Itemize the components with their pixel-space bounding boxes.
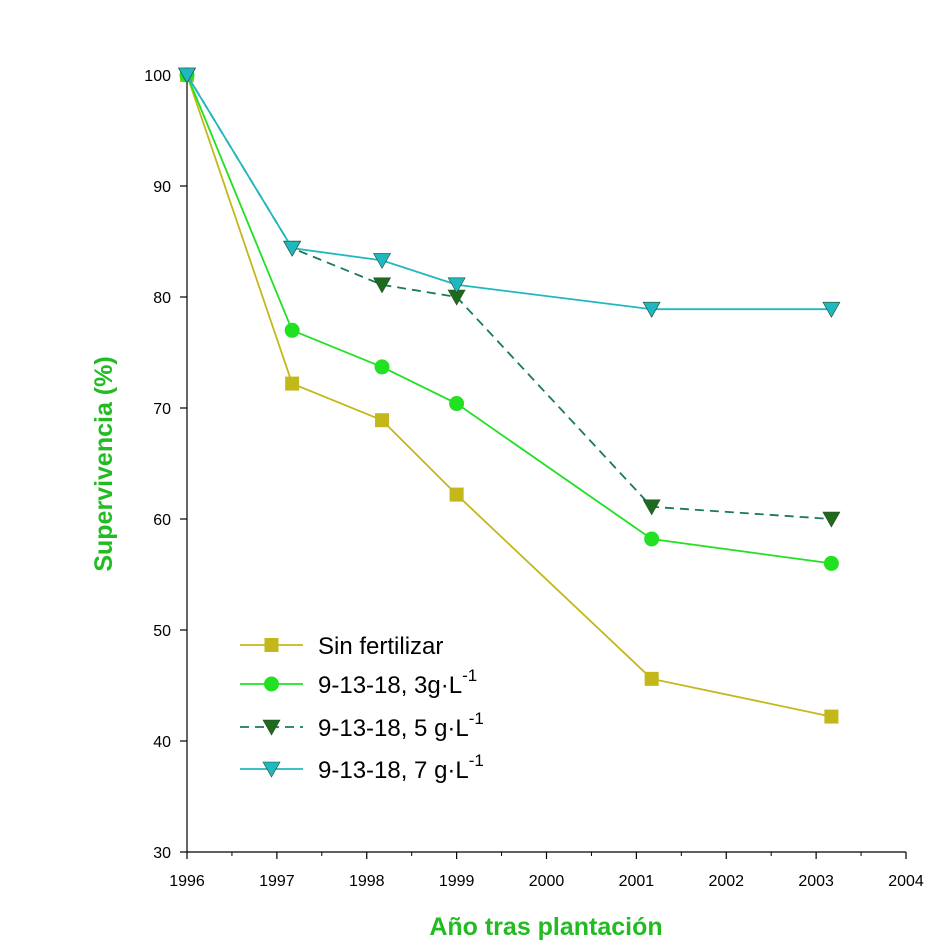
y-tick-label: 40 <box>153 734 171 751</box>
legend-label: 9-13-18, 5 g·L-1 <box>318 709 484 742</box>
data-point <box>447 277 466 294</box>
data-point <box>449 487 464 502</box>
data-point <box>822 301 841 318</box>
y-tick-label: 50 <box>153 623 171 640</box>
x-tick-label: 1997 <box>259 873 295 890</box>
legend-marker <box>264 638 279 652</box>
series-line <box>186 74 832 520</box>
data-point <box>824 709 839 724</box>
data-point <box>449 396 465 412</box>
data-point <box>644 531 660 547</box>
data-point <box>823 555 839 571</box>
data-point <box>642 301 661 318</box>
axes: 1996 1997 1998 1999 2000 2001 2002 2003 2004 30 4… <box>144 68 924 890</box>
x-tick-label: 1996 <box>169 873 205 890</box>
data-point <box>284 322 300 338</box>
legend-item: 9-13-18, 7 g·L-1 <box>240 751 484 784</box>
data-point <box>374 359 390 375</box>
data-point <box>285 376 300 391</box>
x-tick-label: 2002 <box>708 873 744 890</box>
x-tick-label: 1998 <box>349 873 385 890</box>
data-point <box>375 413 390 428</box>
legend: Sin fertilizar 9-13-18, 3g·L-1 9-13-18, 5 … <box>240 633 484 784</box>
data-point <box>644 671 659 686</box>
legend-label: 9-13-18, 3g·L-1 <box>318 666 477 699</box>
x-ticks: 1996 1997 1998 1999 2000 2001 2002 2003 2004 <box>169 852 924 890</box>
legend-marker <box>262 761 281 778</box>
x-tick-label: 2004 <box>888 873 924 890</box>
legend-label: 9-13-18, 7 g·L-1 <box>318 751 484 784</box>
series-line <box>186 74 832 718</box>
series-line <box>186 74 832 565</box>
series-2 <box>179 67 839 571</box>
legend-marker <box>262 719 281 736</box>
legend-label: Sin fertilizar <box>318 633 443 660</box>
series-4 <box>177 67 841 318</box>
y-tick-label: 60 <box>153 512 171 529</box>
y-axis-title: Supervivencia (%) <box>90 356 118 571</box>
y-tick-label: 90 <box>153 179 171 196</box>
series-layer <box>177 67 841 724</box>
series-line <box>186 74 832 311</box>
legend-marker <box>264 676 279 692</box>
legend-item: Sin fertilizar <box>240 633 443 660</box>
y-ticks: 30 40 50 60 70 80 90 100 <box>144 68 187 862</box>
x-tick-label: 2003 <box>798 873 834 890</box>
data-point <box>642 499 661 516</box>
data-point <box>373 253 392 269</box>
x-tick-label: 1999 <box>439 873 475 890</box>
x-tick-label: 2001 <box>619 873 655 890</box>
legend-item: 9-13-18, 5 g·L-1 <box>240 709 484 742</box>
data-point <box>373 277 392 294</box>
y-tick-label: 70 <box>153 401 171 418</box>
y-tick-label: 30 <box>153 845 171 862</box>
series-1 <box>180 68 839 724</box>
data-point <box>822 511 841 528</box>
legend-item: 9-13-18, 3g·L-1 <box>240 666 477 699</box>
x-tick-label: 2000 <box>529 873 565 890</box>
data-point <box>177 67 197 84</box>
data-point <box>283 240 302 257</box>
y-tick-label: 80 <box>153 290 171 307</box>
x-axis-title: Año tras plantación <box>429 913 662 941</box>
y-tick-label: 100 <box>144 68 171 85</box>
